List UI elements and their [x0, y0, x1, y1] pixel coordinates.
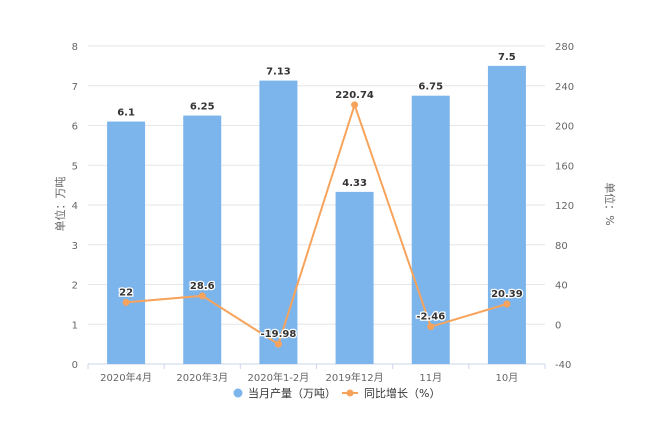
line-data-label: 28.6	[190, 281, 215, 292]
bar	[335, 191, 374, 364]
y-left-tick-label: 5	[72, 161, 78, 172]
bar-data-label: 7.13	[266, 67, 291, 78]
line-data-label: -2.46	[416, 312, 445, 323]
y-right-tick-label: 0	[555, 320, 561, 331]
legend-line-label: 同比增长（%）	[364, 386, 440, 400]
y-right-tick-label: 120	[555, 201, 574, 212]
grid-layer	[88, 45, 545, 325]
y-right-tick-label: 80	[555, 241, 568, 252]
line-series	[122, 101, 511, 348]
y-left-tick-label: 0	[72, 360, 78, 371]
y-axis-right: -40 0 40 80 120 160 200 240 280	[555, 42, 574, 371]
legend: 当月产量（万吨） 同比增长（%）	[233, 386, 440, 400]
y-left-tick-label: 8	[72, 42, 78, 53]
bar-data-label: 4.33	[342, 178, 367, 189]
y-right-tick-label: 280	[555, 42, 574, 53]
bar-data-label: 6.25	[190, 102, 215, 113]
legend-item-bar[interactable]: 当月产量（万吨）	[233, 386, 337, 400]
y-left-tick-label: 1	[72, 320, 78, 331]
line-point	[351, 101, 359, 109]
line-point	[503, 300, 511, 308]
y-right-tick-label: 40	[555, 281, 568, 292]
legend-item-line[interactable]: 同比增长（%）	[342, 386, 440, 400]
x-tick-label: 2019年12月	[325, 371, 383, 384]
legend-line-marker	[346, 389, 354, 397]
bar-series	[107, 65, 526, 365]
x-axis: 2020年4月 2020年3月 2020年1-2月 2019年12月 11月 10月	[87, 363, 546, 384]
line-data-label: 220.74	[335, 90, 374, 101]
y-right-tick-label: 160	[555, 161, 574, 172]
y-right-tick-label: 240	[555, 82, 574, 93]
x-tick-label: 2020年1-2月	[248, 371, 310, 384]
x-tick-label: 2020年3月	[176, 371, 228, 384]
line-point	[274, 340, 282, 348]
y-axis-right-label: 单位：%	[603, 182, 617, 225]
legend-bar-marker	[233, 388, 243, 398]
line-point	[198, 292, 206, 300]
bar-data-label: 6.1	[117, 108, 135, 119]
bar	[183, 115, 222, 364]
line-point	[427, 323, 435, 331]
line-data-label: 22	[119, 287, 133, 298]
bar	[259, 80, 298, 365]
line-point	[122, 298, 130, 306]
legend-bar-label: 当月产量（万吨）	[248, 386, 336, 400]
bar	[107, 121, 146, 365]
y-left-tick-label: 7	[72, 82, 78, 93]
y-left-tick-label: 2	[72, 281, 78, 292]
y-axis-left: 0 1 2 3 4 5 6 7 8	[72, 42, 78, 371]
bar-data-label: 6.75	[418, 82, 443, 93]
bar	[487, 65, 526, 364]
x-tick-label: 10月	[496, 372, 519, 384]
y-left-tick-label: 4	[72, 201, 78, 212]
data-labels: 6.1 6.25 7.13 4.33 6.75 7.5 22 28.6 -19.98 220.74…	[116, 51, 524, 342]
bar	[411, 95, 450, 364]
x-tick-label: 2020年4月	[100, 371, 152, 384]
bar-data-label: 7.5	[498, 52, 516, 63]
y-left-tick-label: 6	[72, 122, 78, 133]
growth-line	[125, 101, 508, 346]
line-data-label: -19.98	[261, 329, 297, 340]
y-left-tick-label: 3	[72, 241, 78, 252]
x-tick-label: 11月	[419, 372, 442, 384]
y-right-tick-label: 200	[555, 122, 574, 133]
y-right-tick-label: -40	[555, 360, 571, 371]
y-axis-left-label: 单位：万吨	[53, 177, 67, 232]
line-data-label: 20.39	[491, 289, 523, 300]
